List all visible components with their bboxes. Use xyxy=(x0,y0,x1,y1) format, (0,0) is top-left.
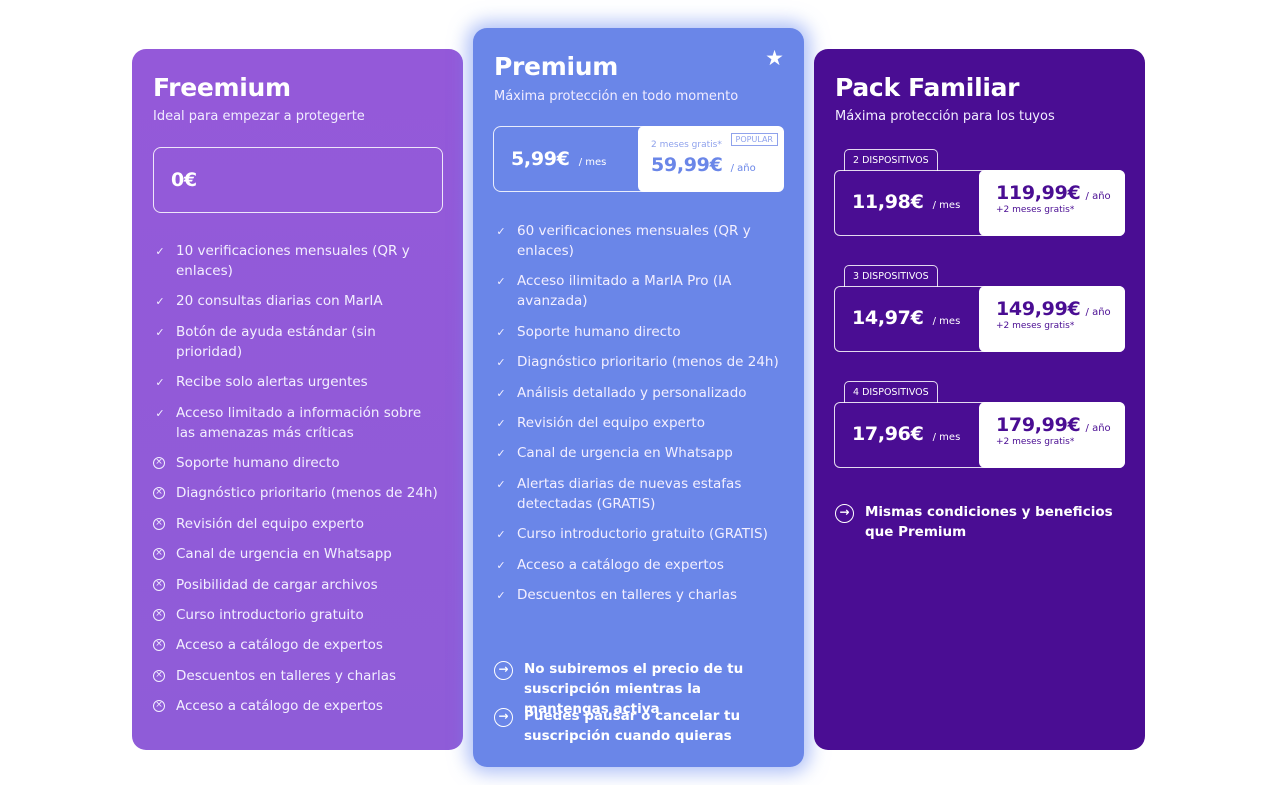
price-box[interactable]: 5,99€ / mes 2 meses gratis* POPULAR 59,9… xyxy=(493,126,784,192)
feature-item: × Curso introductorio gratuito xyxy=(153,605,443,625)
pack-price-box[interactable]: 17,96€ / mes 179,99€ / año +2 meses grat… xyxy=(834,402,1125,468)
arrow-right-circle-icon: → xyxy=(494,661,513,680)
plan-subtitle: Máxima protección en todo momento xyxy=(494,89,739,104)
feature-item: ✓ Diagnóstico prioritario (menos de 24h) xyxy=(494,352,784,372)
yearly-price: 119,99€ / año xyxy=(996,182,1111,204)
familiar-plan-card[interactable]: Pack Familiar Máxima protección para los… xyxy=(814,49,1145,750)
check-icon: ✓ xyxy=(496,416,506,430)
check-icon: ✓ xyxy=(496,386,506,400)
check-icon: ✓ xyxy=(496,558,506,572)
feature-item: ✓ Acceso limitado a información sobre las… xyxy=(153,403,443,443)
check-icon: ✓ xyxy=(496,477,506,491)
feature-item: ✓ 10 verificaciones mensuales (QR y enlac… xyxy=(153,241,443,281)
feature-item: × Diagnóstico prioritario (menos de 24h) xyxy=(153,483,443,503)
yearly-option[interactable]: 119,99€ / año +2 meses gratis* xyxy=(979,170,1125,236)
yearly-option[interactable]: 179,99€ / año +2 meses gratis* xyxy=(979,402,1125,468)
x-circle-icon: × xyxy=(153,608,165,621)
plan-title: Premium xyxy=(494,52,618,81)
feature-item: × Descuentos en talleres y charlas xyxy=(153,666,443,686)
feature-item: ✓ Botón de ayuda estándar (sin prioridad) xyxy=(153,322,443,362)
feature-item: ✓ Alertas diarias de nuevas estafas detec… xyxy=(494,474,784,514)
feature-item: ✓ 60 verificaciones mensuales (QR y enlac… xyxy=(494,221,784,261)
yearly-note: 2 meses gratis* xyxy=(651,140,722,150)
pack-tag: 3 DISPOSITIVOS xyxy=(844,265,938,287)
x-circle-icon: × xyxy=(153,487,165,500)
check-icon: ✓ xyxy=(155,406,165,420)
yearly-note: +2 meses gratis* xyxy=(996,437,1075,447)
check-icon: ✓ xyxy=(496,356,506,370)
x-circle-icon: × xyxy=(153,700,165,713)
monthly-price: 11,98€ / mes xyxy=(852,191,961,213)
guarantee-note: → No subiremos el precio de tu suscripci… xyxy=(494,659,789,719)
price-value: 0€ xyxy=(171,169,197,191)
arrow-right-circle-icon: → xyxy=(835,504,854,523)
feature-item: ✓ Curso introductorio gratuito (GRATIS) xyxy=(494,524,784,544)
pack-tag: 4 DISPOSITIVOS xyxy=(844,381,938,403)
price-box[interactable]: 0€ xyxy=(153,147,443,213)
plan-subtitle: Máxima protección para los tuyos xyxy=(835,109,1055,124)
premium-plan-card[interactable]: Premium ★ Máxima protección en todo mome… xyxy=(473,28,804,767)
check-icon: ✓ xyxy=(496,528,506,542)
x-circle-icon: × xyxy=(153,578,165,591)
pack-price-box[interactable]: 14,97€ / mes 149,99€ / año +2 meses grat… xyxy=(834,286,1125,352)
feature-item: ✓ Soporte humano directo xyxy=(494,322,784,342)
x-circle-icon: × xyxy=(153,639,165,652)
x-circle-icon: × xyxy=(153,548,165,561)
x-circle-icon: × xyxy=(153,517,165,530)
pack-tag: 2 DISPOSITIVOS xyxy=(844,149,938,171)
popular-badge: POPULAR xyxy=(730,133,778,146)
feature-item: × Acceso a catálogo de expertos xyxy=(153,696,443,716)
feature-item: × Soporte humano directo xyxy=(153,453,443,473)
feature-item: × Acceso a catálogo de expertos xyxy=(153,635,443,655)
check-icon: ✓ xyxy=(155,325,165,339)
yearly-price: 149,99€ / año xyxy=(996,298,1111,320)
check-icon: ✓ xyxy=(496,325,506,339)
feature-item: ✓ Acceso a catálogo de expertos xyxy=(494,555,784,575)
yearly-note: +2 meses gratis* xyxy=(996,205,1075,215)
feature-list: ✓ 10 verificaciones mensuales (QR y enlac… xyxy=(153,241,443,726)
star-icon: ★ xyxy=(765,46,784,70)
feature-item: × Canal de urgencia en Whatsapp xyxy=(153,544,443,564)
feature-item: × Revisión del equipo experto xyxy=(153,514,443,534)
feature-item: ✓ Acceso ilimitado a MarIA Pro (IA avanza… xyxy=(494,271,784,311)
check-icon: ✓ xyxy=(155,295,165,309)
check-icon: ✓ xyxy=(496,275,506,289)
freemium-plan-card[interactable]: Freemium Ideal para empezar a protegerte… xyxy=(132,49,463,750)
check-icon: ✓ xyxy=(496,588,506,602)
monthly-price: 17,96€ / mes xyxy=(852,423,961,445)
yearly-price: 59,99€ / año xyxy=(651,154,756,176)
feature-item: ✓ Análisis detallado y personalizado xyxy=(494,383,784,403)
check-icon: ✓ xyxy=(496,225,506,238)
feature-item: ✓ Descuentos en talleres y charlas xyxy=(494,585,784,605)
check-icon: ✓ xyxy=(155,376,165,390)
plan-title: Freemium xyxy=(153,73,291,102)
yearly-note: +2 meses gratis* xyxy=(996,321,1075,331)
plan-title: Pack Familiar xyxy=(835,73,1020,102)
feature-item: ✓ Recibe solo alertas urgentes xyxy=(153,372,443,392)
monthly-price: 14,97€ / mes xyxy=(852,307,961,329)
conditions-note: → Mismas condiciones y beneficios que Pr… xyxy=(835,502,1120,542)
feature-item: ✓ Canal de urgencia en Whatsapp xyxy=(494,443,784,463)
yearly-option[interactable]: 2 meses gratis* POPULAR 59,99€ / año xyxy=(638,126,784,192)
pack-price-box[interactable]: 11,98€ / mes 119,99€ / año +2 meses grat… xyxy=(834,170,1125,236)
x-circle-icon: × xyxy=(153,669,165,682)
feature-item: ✓ Revisión del equipo experto xyxy=(494,413,784,433)
check-icon: ✓ xyxy=(155,245,165,258)
monthly-price: 5,99€ / mes xyxy=(511,148,607,170)
yearly-price: 179,99€ / año xyxy=(996,414,1111,436)
plan-subtitle: Ideal para empezar a protegerte xyxy=(153,109,365,124)
feature-item: × Posibilidad de cargar archivos xyxy=(153,575,443,595)
arrow-right-circle-icon: → xyxy=(494,708,513,727)
guarantee-note: → Puedes pausar o cancelar tu suscripció… xyxy=(494,706,789,746)
x-circle-icon: × xyxy=(153,456,165,469)
feature-list: ✓ 60 verificaciones mensuales (QR y enlac… xyxy=(494,221,784,615)
check-icon: ✓ xyxy=(496,447,506,461)
feature-item: ✓ 20 consultas diarias con MarIA xyxy=(153,291,443,311)
yearly-option[interactable]: 149,99€ / año +2 meses gratis* xyxy=(979,286,1125,352)
